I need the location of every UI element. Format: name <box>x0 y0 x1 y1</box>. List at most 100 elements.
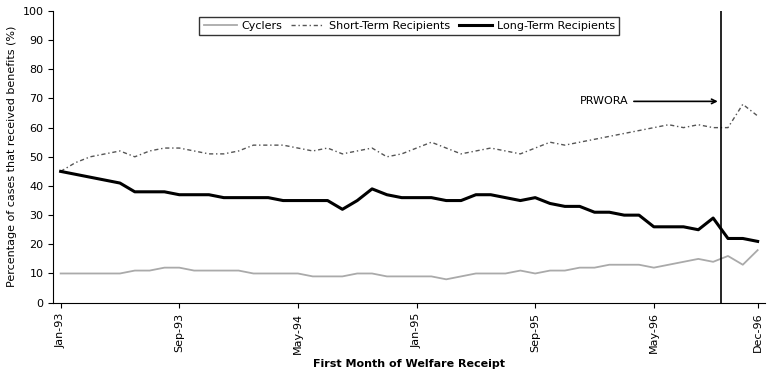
Cyclers <box>427 274 436 279</box>
Short-Term Recipients <box>71 161 80 165</box>
Cyclers <box>560 268 570 273</box>
Long-Term Recipients <box>738 236 747 241</box>
Short-Term Recipients <box>293 146 303 150</box>
Cyclers <box>664 262 673 267</box>
Cyclers <box>174 265 184 270</box>
Legend: Cyclers, Short-Term Recipients, Long-Term Recipients: Cyclers, Short-Term Recipients, Long-Ter… <box>199 17 619 35</box>
Long-Term Recipients <box>293 198 303 203</box>
Short-Term Recipients <box>367 146 377 150</box>
Cyclers <box>486 271 496 276</box>
Line: Long-Term Recipients: Long-Term Recipients <box>61 171 757 241</box>
Long-Term Recipients <box>382 193 391 197</box>
Long-Term Recipients <box>427 196 436 200</box>
Short-Term Recipients <box>442 146 451 150</box>
Long-Term Recipients <box>249 196 258 200</box>
Short-Term Recipients <box>56 169 66 174</box>
Short-Term Recipients <box>590 137 599 141</box>
Long-Term Recipients <box>308 198 317 203</box>
Long-Term Recipients <box>560 204 570 209</box>
Cyclers <box>279 271 288 276</box>
Cyclers <box>516 268 525 273</box>
Short-Term Recipients <box>456 152 466 156</box>
Short-Term Recipients <box>160 146 169 150</box>
Short-Term Recipients <box>501 149 510 153</box>
Short-Term Recipients <box>604 134 614 139</box>
Long-Term Recipients <box>263 196 273 200</box>
Short-Term Recipients <box>115 149 124 153</box>
Cyclers <box>56 271 66 276</box>
Long-Term Recipients <box>412 196 422 200</box>
Short-Term Recipients <box>620 131 629 136</box>
Long-Term Recipients <box>679 224 688 229</box>
Cyclers <box>160 265 169 270</box>
Long-Term Recipients <box>145 190 154 194</box>
Long-Term Recipients <box>575 204 584 209</box>
Short-Term Recipients <box>382 155 391 159</box>
Cyclers <box>575 265 584 270</box>
Long-Term Recipients <box>530 196 540 200</box>
Long-Term Recipients <box>471 193 480 197</box>
Short-Term Recipients <box>205 152 214 156</box>
Short-Term Recipients <box>575 140 584 144</box>
Short-Term Recipients <box>249 143 258 147</box>
Cyclers <box>635 262 644 267</box>
Cyclers <box>86 271 95 276</box>
Short-Term Recipients <box>664 123 673 127</box>
Short-Term Recipients <box>234 149 243 153</box>
Cyclers <box>115 271 124 276</box>
Long-Term Recipients <box>323 198 332 203</box>
Short-Term Recipients <box>560 143 570 147</box>
Cyclers <box>723 254 733 258</box>
Short-Term Recipients <box>412 146 422 150</box>
Short-Term Recipients <box>100 152 110 156</box>
Cyclers <box>694 257 703 261</box>
Cyclers <box>219 268 229 273</box>
Y-axis label: Percentage of cases that received benefits (%): Percentage of cases that received benefi… <box>7 26 17 288</box>
Cyclers <box>382 274 391 279</box>
Cyclers <box>604 262 614 267</box>
Long-Term Recipients <box>115 181 124 185</box>
Cyclers <box>412 274 422 279</box>
Cyclers <box>130 268 140 273</box>
Line: Short-Term Recipients: Short-Term Recipients <box>61 104 757 171</box>
X-axis label: First Month of Welfare Receipt: First Month of Welfare Receipt <box>313 359 505 369</box>
Short-Term Recipients <box>738 102 747 106</box>
Cyclers <box>353 271 362 276</box>
Cyclers <box>620 262 629 267</box>
Cyclers <box>100 271 110 276</box>
Short-Term Recipients <box>130 155 140 159</box>
Long-Term Recipients <box>442 198 451 203</box>
Short-Term Recipients <box>338 152 347 156</box>
Long-Term Recipients <box>635 213 644 217</box>
Short-Term Recipients <box>753 114 762 118</box>
Cyclers <box>545 268 554 273</box>
Long-Term Recipients <box>397 196 406 200</box>
Short-Term Recipients <box>397 152 406 156</box>
Long-Term Recipients <box>516 198 525 203</box>
Cyclers <box>471 271 480 276</box>
Short-Term Recipients <box>516 152 525 156</box>
Long-Term Recipients <box>205 193 214 197</box>
Long-Term Recipients <box>86 175 95 179</box>
Short-Term Recipients <box>471 149 480 153</box>
Cyclers <box>442 277 451 282</box>
Line: Cyclers: Cyclers <box>61 250 757 279</box>
Short-Term Recipients <box>219 152 229 156</box>
Cyclers <box>679 259 688 264</box>
Long-Term Recipients <box>664 224 673 229</box>
Cyclers <box>456 274 466 279</box>
Short-Term Recipients <box>279 143 288 147</box>
Short-Term Recipients <box>308 149 317 153</box>
Long-Term Recipients <box>234 196 243 200</box>
Short-Term Recipients <box>709 125 718 130</box>
Long-Term Recipients <box>501 196 510 200</box>
Long-Term Recipients <box>338 207 347 212</box>
Short-Term Recipients <box>145 149 154 153</box>
Cyclers <box>649 265 659 270</box>
Cyclers <box>709 259 718 264</box>
Long-Term Recipients <box>709 216 718 220</box>
Short-Term Recipients <box>353 149 362 153</box>
Cyclers <box>205 268 214 273</box>
Long-Term Recipients <box>189 193 198 197</box>
Short-Term Recipients <box>723 125 733 130</box>
